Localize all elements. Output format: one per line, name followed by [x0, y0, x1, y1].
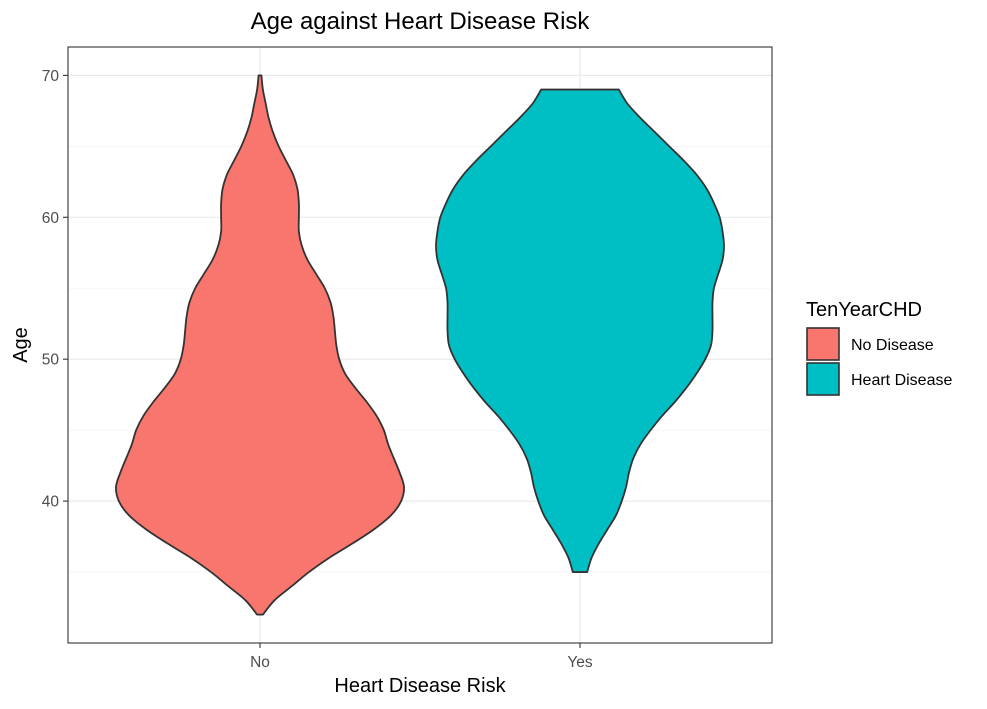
legend: TenYearCHD No Disease Heart Disease [806, 299, 952, 396]
y-tick-label: 60 [42, 210, 60, 227]
y-tick-label: 40 [42, 494, 60, 511]
x-tick-label: No [250, 654, 270, 671]
violin-yes [435, 88, 725, 573]
y-tick-label: 70 [42, 68, 60, 85]
y-tick-label: 50 [42, 352, 60, 369]
legend-label: Heart Disease [851, 372, 952, 389]
legend-label: No Disease [851, 337, 934, 354]
chart-title: Age against Heart Disease Risk [251, 8, 591, 35]
panel-border [67, 46, 773, 644]
violin-no [115, 74, 405, 616]
x-tick-label: Yes [567, 654, 593, 671]
x-axis-title: Heart Disease Risk [334, 675, 506, 697]
legend-swatch [806, 362, 840, 396]
y-axis-title: Age [10, 327, 32, 363]
violins [115, 74, 725, 616]
legend-title: TenYearCHD [806, 299, 922, 321]
y-axis: 40 50 60 70 [42, 68, 68, 511]
legend-swatch [806, 327, 840, 361]
x-axis: No Yes [250, 643, 593, 671]
